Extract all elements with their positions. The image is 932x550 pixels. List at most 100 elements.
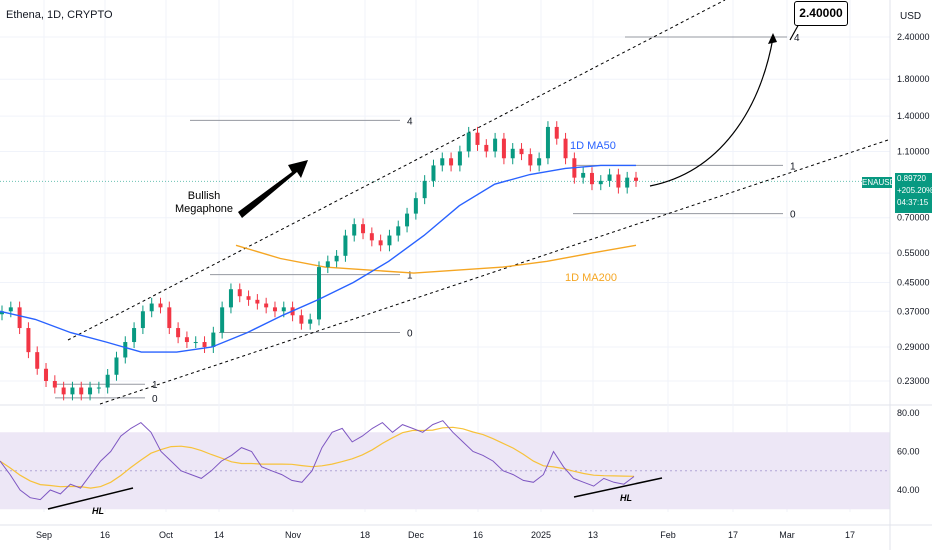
candle-body	[17, 307, 22, 329]
candle-body	[202, 342, 207, 347]
countdown: 04:37:15	[897, 198, 929, 207]
candle-body	[634, 177, 638, 181]
time-tick-label: Feb	[660, 530, 676, 540]
candle-body	[44, 368, 49, 381]
candle-body	[176, 328, 181, 338]
candle-body	[589, 172, 594, 185]
hl-label: HL	[92, 506, 104, 516]
candle-body	[537, 158, 542, 166]
ma200-path	[235, 244, 637, 274]
ma200-line	[235, 244, 637, 274]
time-tick-label: 18	[360, 530, 370, 540]
time-tick-label: Sep	[36, 530, 52, 540]
candle-body	[264, 303, 269, 308]
time-tick-label: Nov	[285, 530, 302, 540]
candle-body	[132, 328, 137, 343]
projection-curve	[649, 37, 774, 187]
candle-body	[422, 180, 427, 199]
time-tick-label: 2025	[531, 530, 551, 540]
chart-grid	[0, 0, 932, 512]
candle-body	[35, 352, 40, 369]
candle-body	[228, 289, 233, 308]
candle-body	[8, 307, 13, 312]
candle-body	[334, 255, 339, 262]
megaphone-channel	[67, 0, 889, 405]
candle-body	[123, 342, 128, 358]
plot-area	[0, 0, 890, 512]
candle-body	[308, 319, 313, 324]
time-tick-label: 14	[214, 530, 224, 540]
candle-body	[237, 289, 242, 297]
price-tick-label: 1.10000	[897, 146, 930, 156]
bullish-arrow	[238, 160, 308, 218]
time-tick-label: Mar	[779, 530, 795, 540]
pattern-text: Bullish Megaphone	[174, 190, 234, 215]
symbol-label: ENAUSD	[862, 177, 896, 188]
candle-body	[96, 387, 101, 389]
price-tick-label: 0.45000	[897, 278, 930, 288]
time-tick-label: Dec	[408, 530, 425, 540]
candle-body	[440, 158, 445, 166]
projection-arrowhead	[768, 33, 777, 44]
price-axis: 2.40000 1.80000 1.40000 1.10000 0.70000 0.550…	[889, 0, 930, 550]
pattern-label: Bullish Megaphone	[172, 190, 236, 216]
candle-body	[325, 261, 330, 268]
fib-level-label: 4	[407, 116, 413, 127]
candle-body	[581, 172, 586, 178]
rsi-tick-label: 40.00	[897, 485, 920, 495]
fib-level-label: 1	[790, 161, 796, 172]
ma50-label: 1D MA50	[570, 140, 616, 152]
target-callout[interactable]: 2.40000	[794, 1, 848, 26]
candle-body	[70, 387, 75, 395]
ma200-label: 1D MA200	[565, 272, 617, 284]
candle-body	[625, 177, 630, 188]
candle-body	[598, 180, 603, 185]
candle-body	[0, 311, 4, 315]
price-tick-label: 1.80000	[897, 74, 930, 84]
candle-body	[431, 165, 436, 181]
candle-body	[246, 296, 251, 300]
time-tick-label: 16	[100, 530, 110, 540]
candle-body	[272, 307, 277, 312]
price-change: +205.20%	[897, 186, 932, 195]
candle-body	[52, 381, 57, 388]
candles	[0, 121, 638, 401]
rsi-line	[0, 420, 635, 501]
chart-title: Ethena, 1D, CRYPTO	[6, 9, 113, 21]
fib-level-label: 1	[407, 271, 413, 282]
candle-body	[396, 226, 401, 236]
price-box: 0.89720 +205.20% 04:37:15	[895, 173, 932, 213]
candle-body	[493, 138, 498, 152]
candle-body	[554, 126, 559, 139]
candle-body	[369, 233, 374, 241]
candle-body	[501, 138, 506, 159]
candle-body	[352, 224, 357, 236]
candle-body	[211, 332, 216, 347]
candle-body	[528, 154, 533, 166]
time-tick-label: 16	[473, 530, 483, 540]
price-tick-label: 2.40000	[897, 32, 930, 42]
time-tick-label: 17	[728, 530, 738, 540]
candle-body	[387, 235, 392, 246]
candle-body	[616, 174, 621, 188]
price-tick-label: 0.55000	[897, 248, 930, 258]
candle-body	[184, 337, 189, 343]
candle-body	[563, 138, 568, 159]
rsi-ma-line	[0, 426, 635, 489]
price-tick-label: 0.70000	[897, 213, 930, 223]
fib-levels: 4 1 0 1 0 1 0 4	[0, 33, 862, 405]
rsi-panel: HL HL	[0, 420, 890, 516]
price-tick-label: 0.37000	[897, 306, 930, 316]
candle-body	[361, 224, 366, 234]
candle-body	[61, 387, 66, 395]
price-tick-label: 0.29000	[897, 342, 930, 352]
candle-body	[193, 342, 198, 344]
candle-body	[457, 151, 462, 166]
candle-body	[378, 240, 383, 246]
candle-body	[484, 144, 489, 152]
rsi-tick-label: 80.00	[897, 408, 920, 418]
candle-body	[88, 387, 93, 395]
candle-body	[343, 235, 348, 256]
currency-label[interactable]: USD	[900, 11, 922, 22]
